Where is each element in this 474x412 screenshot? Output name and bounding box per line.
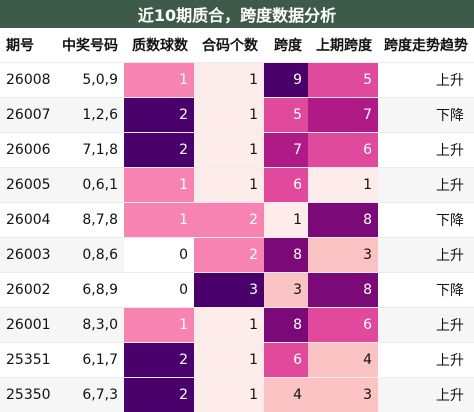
cell-composites: 1 <box>194 378 264 412</box>
header-issue: 期号 <box>0 28 54 63</box>
cell-numbers: 7,1,8 <box>54 133 124 168</box>
header-trend: 跨度走势趋势 <box>378 28 474 63</box>
cell-trend: 上升 <box>378 168 474 203</box>
cell-span: 1 <box>264 203 308 238</box>
cell-prev-span: 7 <box>308 98 378 133</box>
cell-composites: 1 <box>194 308 264 343</box>
cell-numbers: 8,3,0 <box>54 308 124 343</box>
cell-numbers: 8,7,8 <box>54 203 124 238</box>
cell-issue: 26007 <box>0 98 54 133</box>
cell-composites: 1 <box>194 343 264 378</box>
cell-span: 6 <box>264 168 308 203</box>
cell-trend: 上升 <box>378 238 474 273</box>
cell-issue: 26003 <box>0 238 54 273</box>
cell-prev-span: 4 <box>308 343 378 378</box>
cell-prev-span: 6 <box>308 133 378 168</box>
cell-prev-span: 8 <box>308 273 378 308</box>
cell-prev-span: 5 <box>308 63 378 98</box>
table-title: 近10期质合，跨度数据分析 <box>0 0 474 28</box>
header-row: 期号 中奖号码 质数球数 合码个数 跨度 上期跨度 跨度走势趋势 <box>0 28 474 63</box>
cell-trend: 下降 <box>378 98 474 133</box>
header-span: 跨度 <box>264 28 308 63</box>
cell-trend: 下降 <box>378 273 474 308</box>
cell-issue: 26004 <box>0 203 54 238</box>
cell-span: 9 <box>264 63 308 98</box>
cell-composites: 1 <box>194 98 264 133</box>
cell-span: 5 <box>264 98 308 133</box>
cell-primes: 2 <box>124 133 194 168</box>
cell-primes: 2 <box>124 378 194 412</box>
cell-issue: 25350 <box>0 378 54 412</box>
cell-prev-span: 3 <box>308 378 378 412</box>
cell-trend: 上升 <box>378 308 474 343</box>
cell-trend: 下降 <box>378 203 474 238</box>
cell-span: 4 <box>264 378 308 412</box>
header-composites: 合码个数 <box>194 28 264 63</box>
header-numbers: 中奖号码 <box>54 28 124 63</box>
cell-prev-span: 8 <box>308 203 378 238</box>
cell-numbers: 6,8,9 <box>54 273 124 308</box>
cell-trend: 上升 <box>378 343 474 378</box>
cell-composites: 1 <box>194 63 264 98</box>
cell-issue: 26001 <box>0 308 54 343</box>
cell-issue: 26002 <box>0 273 54 308</box>
cell-numbers: 0,6,1 <box>54 168 124 203</box>
cell-primes: 2 <box>124 343 194 378</box>
cell-primes: 2 <box>124 98 194 133</box>
cell-span: 8 <box>264 308 308 343</box>
cell-composites: 3 <box>194 273 264 308</box>
cell-numbers: 0,8,6 <box>54 238 124 273</box>
cell-numbers: 5,0,9 <box>54 63 124 98</box>
cell-numbers: 6,1,7 <box>54 343 124 378</box>
cell-issue: 26008 <box>0 63 54 98</box>
cell-issue: 26005 <box>0 168 54 203</box>
cell-primes: 0 <box>124 238 194 273</box>
cell-prev-span: 6 <box>308 308 378 343</box>
cell-issue: 25351 <box>0 343 54 378</box>
cell-span: 8 <box>264 238 308 273</box>
cell-primes: 1 <box>124 203 194 238</box>
cell-composites: 1 <box>194 168 264 203</box>
cell-span: 7 <box>264 133 308 168</box>
cell-trend: 上升 <box>378 133 474 168</box>
cell-composites: 2 <box>194 203 264 238</box>
cell-issue: 26006 <box>0 133 54 168</box>
cell-numbers: 6,7,3 <box>54 378 124 412</box>
cell-primes: 1 <box>124 308 194 343</box>
cell-primes: 0 <box>124 273 194 308</box>
cell-composites: 2 <box>194 238 264 273</box>
cell-prev-span: 3 <box>308 238 378 273</box>
cell-trend: 上升 <box>378 63 474 98</box>
cell-span: 6 <box>264 343 308 378</box>
cell-numbers: 1,2,6 <box>54 98 124 133</box>
cell-composites: 1 <box>194 133 264 168</box>
cell-prev-span: 1 <box>308 168 378 203</box>
cell-primes: 1 <box>124 63 194 98</box>
header-prev-span: 上期跨度 <box>308 28 378 63</box>
header-primes: 质数球数 <box>124 28 194 63</box>
cell-trend: 上升 <box>378 378 474 412</box>
cell-primes: 1 <box>124 168 194 203</box>
cell-span: 3 <box>264 273 308 308</box>
